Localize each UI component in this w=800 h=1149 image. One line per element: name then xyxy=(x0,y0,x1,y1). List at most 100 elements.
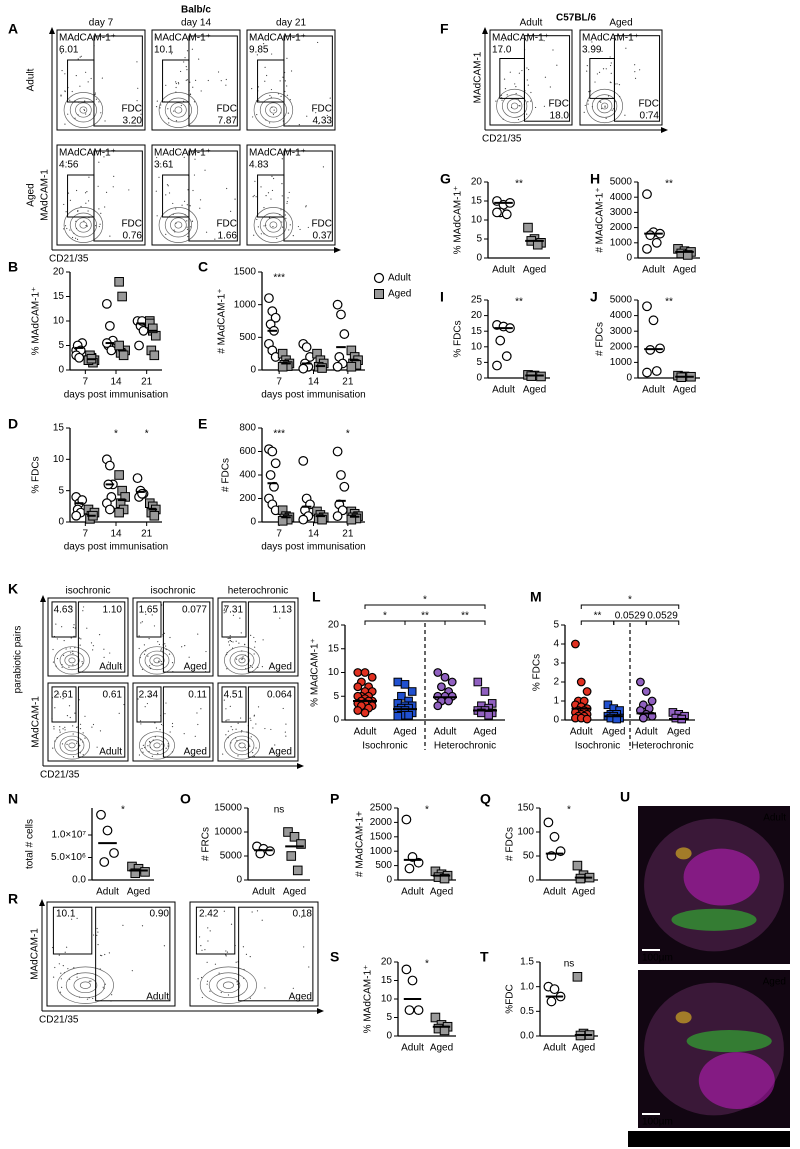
x-tick-label: Adult xyxy=(543,1043,566,1054)
sample-label: Adult xyxy=(99,662,122,673)
arrow-head xyxy=(334,247,341,253)
event-dot xyxy=(241,650,243,652)
event-dot xyxy=(98,161,100,163)
column-header: heterochronic xyxy=(228,586,289,597)
contour xyxy=(75,217,92,233)
event-dot xyxy=(62,965,64,967)
event-dot xyxy=(517,99,520,101)
significance: ns xyxy=(274,805,285,816)
event-dot xyxy=(227,994,230,996)
data-point xyxy=(642,189,652,200)
event-dot xyxy=(225,950,227,952)
data-point xyxy=(332,511,343,522)
event-dot xyxy=(186,228,189,230)
event-dot xyxy=(277,93,280,95)
event-dot xyxy=(101,955,103,957)
y-tick-label: 1.0 xyxy=(520,981,534,992)
gate xyxy=(77,601,126,673)
event-dot xyxy=(75,227,78,230)
x-tick-label: Aged xyxy=(523,385,546,396)
y-tick-label: 1 xyxy=(553,696,559,707)
scale-label: 100µm xyxy=(642,953,673,964)
event-dot xyxy=(188,656,190,658)
event-dot xyxy=(183,200,186,202)
significance: 0.0529 xyxy=(647,611,678,622)
contour xyxy=(158,92,199,128)
y-tick-label: 5 xyxy=(386,1012,392,1023)
sample-label: Adult xyxy=(146,992,169,1003)
magenta-signal xyxy=(698,1052,775,1110)
event-dot xyxy=(527,84,529,86)
y-tick-label: 4000 xyxy=(610,192,633,203)
event-dot xyxy=(615,101,617,103)
data-point xyxy=(71,510,82,521)
y-tick-label: 10 xyxy=(381,994,393,1005)
event-dot xyxy=(170,53,173,55)
event-dot xyxy=(158,643,161,646)
gate-value: 7.87 xyxy=(218,116,238,127)
event-dot xyxy=(75,220,77,222)
event-dot xyxy=(186,79,188,81)
y-tick-label: 2000 xyxy=(370,817,393,828)
y-tick-label: 0 xyxy=(553,715,559,726)
event-dot xyxy=(276,237,278,239)
event-dot xyxy=(599,100,601,103)
y-tick-label: 1.5 xyxy=(520,957,534,968)
y-axis-label: % MAdCAM-1⁺ xyxy=(363,965,374,1034)
data-point xyxy=(682,250,693,260)
contour xyxy=(265,102,282,118)
event-dot xyxy=(181,646,183,648)
event-dot xyxy=(108,952,111,954)
panel-letter: D xyxy=(8,416,18,432)
data-point xyxy=(404,1005,415,1015)
event-dot xyxy=(199,207,201,209)
event-dot xyxy=(85,71,87,73)
data-point xyxy=(433,701,443,711)
flow-plot-frame xyxy=(246,144,336,246)
event-dot xyxy=(194,158,196,160)
data-point xyxy=(492,207,502,218)
event-dot xyxy=(251,911,253,913)
event-dot xyxy=(288,191,290,194)
event-dot xyxy=(73,967,75,969)
contour xyxy=(222,981,234,989)
y-axis-label: # MAdCAM-1⁺ xyxy=(595,187,606,252)
x-tick-label: 21 xyxy=(141,377,153,388)
event-dot xyxy=(280,209,282,211)
event-dot xyxy=(72,652,74,655)
event-dot xyxy=(86,191,88,193)
event-dot xyxy=(285,217,287,220)
data-point xyxy=(439,873,450,884)
event-dot xyxy=(62,698,64,700)
event-dot xyxy=(602,68,605,70)
contour xyxy=(259,212,287,238)
event-dot xyxy=(64,123,66,125)
event-dot xyxy=(502,40,505,42)
event-dot xyxy=(166,184,169,186)
event-dot xyxy=(506,94,508,96)
data-point xyxy=(492,360,502,371)
event-dot xyxy=(102,986,104,988)
event-dot xyxy=(192,86,194,88)
event-dot xyxy=(238,642,240,644)
event-dot xyxy=(148,637,150,640)
data-point xyxy=(572,860,583,871)
event-dot xyxy=(64,90,66,93)
event-dot xyxy=(223,608,226,610)
event-dot xyxy=(619,38,621,40)
event-dot xyxy=(186,50,189,52)
event-dot xyxy=(601,50,603,52)
contour xyxy=(170,102,187,118)
contour xyxy=(69,97,97,123)
event-dot xyxy=(88,176,90,178)
event-dot xyxy=(257,666,259,669)
event-dot xyxy=(85,224,87,227)
gate xyxy=(221,601,247,638)
y-tick-label: 15 xyxy=(471,196,483,207)
data-point xyxy=(346,514,357,525)
y-tick-label: 3 xyxy=(553,658,559,669)
event-dot xyxy=(84,715,86,717)
event-dot xyxy=(143,644,145,646)
event-dot xyxy=(303,946,305,948)
event-dot xyxy=(202,751,204,753)
